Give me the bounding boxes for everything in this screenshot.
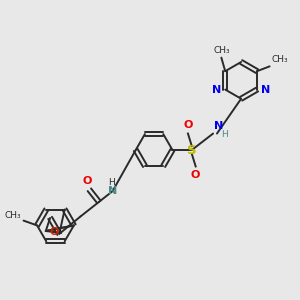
Text: N: N <box>212 85 221 94</box>
Text: CH₃: CH₃ <box>272 56 288 64</box>
Text: O: O <box>83 176 92 186</box>
Text: N: N <box>214 121 223 131</box>
Text: O: O <box>191 170 200 180</box>
Text: O: O <box>50 227 59 237</box>
Text: S: S <box>187 143 196 157</box>
Text: CH₃: CH₃ <box>213 46 230 55</box>
Text: N: N <box>261 85 270 94</box>
Text: H: H <box>108 178 115 187</box>
Text: CH₃: CH₃ <box>5 211 22 220</box>
Text: H: H <box>221 130 228 139</box>
Text: N: N <box>108 186 117 196</box>
Text: O: O <box>183 120 193 130</box>
